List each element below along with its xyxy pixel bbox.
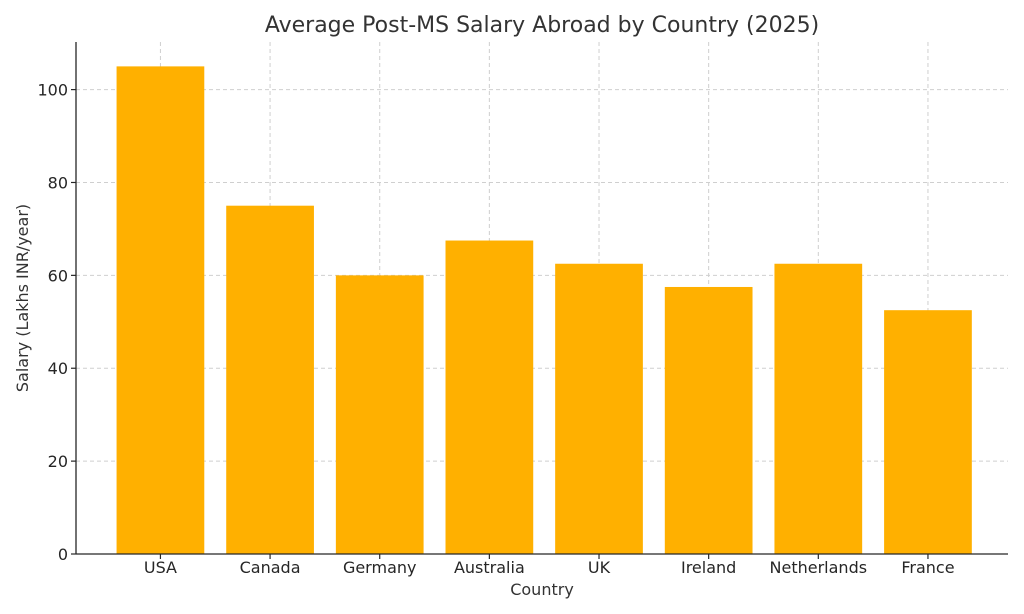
x-tick-label: USA [144, 558, 177, 577]
y-tick-label: 80 [48, 173, 68, 192]
bar-france [884, 310, 972, 554]
ticks: 0 20 40 60 80 100 USA Canada Germany Australia UK I… [37, 81, 954, 577]
axes [75, 42, 1008, 555]
x-tick-label: Canada [240, 558, 301, 577]
bar-ireland [664, 286, 753, 554]
y-tick-label: 60 [48, 266, 68, 285]
bar-netherlands [774, 263, 863, 554]
bar-uk [555, 263, 643, 554]
bar-usa [116, 66, 205, 554]
grid-lines [76, 42, 1008, 554]
y-tick-label: 20 [48, 452, 68, 471]
y-tick-label: 0 [58, 545, 68, 564]
x-tick-label: France [901, 558, 954, 577]
x-tick-label: Netherlands [770, 558, 868, 577]
bar-australia [445, 240, 534, 554]
x-tick-label: Australia [454, 558, 525, 577]
bar-canada [226, 205, 314, 554]
x-tick-label: UK [588, 558, 611, 577]
y-axis-label: Salary (Lakhs INR/year) [13, 204, 32, 392]
bar-germany [335, 275, 424, 554]
bars [116, 66, 972, 554]
y-tick-label: 100 [37, 81, 68, 100]
y-tick-label: 40 [48, 359, 68, 378]
x-tick-label: Germany [343, 558, 417, 577]
chart-title: Average Post-MS Salary Abroad by Country… [265, 13, 819, 38]
x-axis-label: Country [510, 580, 574, 599]
x-tick-label: Ireland [681, 558, 736, 577]
